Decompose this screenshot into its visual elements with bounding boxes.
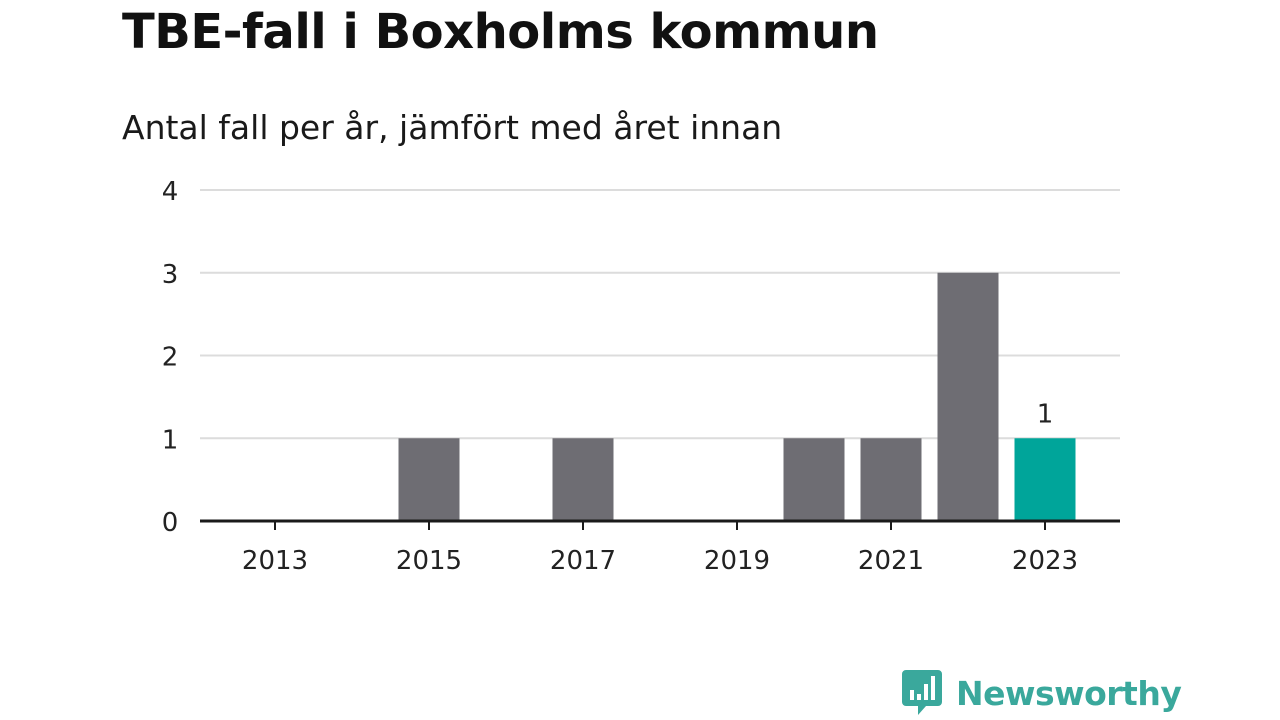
brand-name: Newsworthy xyxy=(956,673,1182,713)
x-tick-label: 2021 xyxy=(858,546,924,576)
y-tick-label: 4 xyxy=(162,177,179,207)
bar-2015 xyxy=(398,438,460,521)
bar-2017 xyxy=(552,438,614,521)
y-tick-label: 0 xyxy=(162,508,179,538)
axes xyxy=(200,519,1120,530)
bar-2020 xyxy=(783,438,845,521)
bar-2022 xyxy=(937,272,999,521)
data-label-2023: 1 xyxy=(1037,399,1054,429)
x-tick-label: 2017 xyxy=(550,546,616,576)
x-tick-label: 2019 xyxy=(704,546,770,576)
x-tick-label: 2023 xyxy=(1012,546,1078,576)
bars xyxy=(398,272,1076,521)
y-tick-label: 2 xyxy=(162,343,179,373)
bar-2023 xyxy=(1014,438,1076,521)
chart-subtitle: Antal fall per år, jämfört med året inna… xyxy=(122,108,783,147)
chart-title: TBE-fall i Boxholms kommun xyxy=(122,4,879,60)
y-tick-label: 1 xyxy=(162,425,179,455)
x-tick-label: 2015 xyxy=(396,546,462,576)
x-tick-label: 2013 xyxy=(242,546,308,576)
bar-2021 xyxy=(860,438,922,521)
bar-chart-speech-bubble-icon xyxy=(902,670,942,715)
newsworthy-logo: Newsworthy xyxy=(902,670,1182,716)
y-tick-label: 3 xyxy=(162,260,179,290)
labels: 0 1 2 3 4 1 2013 2015 2017 2019 2021 2023 xyxy=(162,177,1078,576)
